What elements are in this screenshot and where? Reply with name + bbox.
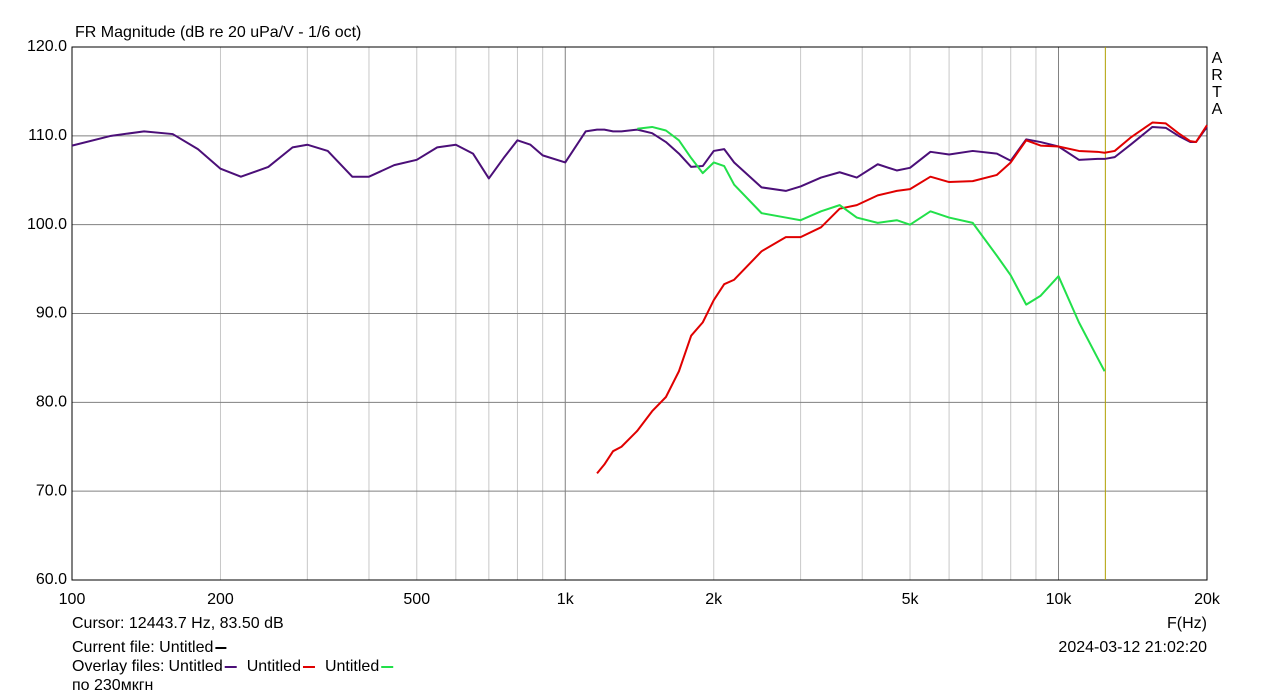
cursor-readout: Cursor: 12443.7 Hz, 83.50 dB <box>72 615 284 632</box>
x-tick-label: 200 <box>207 591 234 608</box>
x-tick-label: 1k <box>557 591 575 608</box>
overlay-label: Overlay files: <box>72 658 164 675</box>
brand: ARTA <box>1209 50 1226 118</box>
x-tick-label: 100 <box>59 591 86 608</box>
timestamp: 2024-03-12 21:02:20 <box>1058 639 1207 656</box>
legend-label: Untitled <box>168 658 222 675</box>
chart-title: FR Magnitude (dB re 20 uPa/V - 1/6 oct) <box>75 24 361 41</box>
x-tick-label: 10k <box>1046 591 1073 608</box>
legend-label: Untitled <box>247 658 301 675</box>
y-tick-label: 60.0 <box>36 571 67 588</box>
series-line <box>71 125 1208 192</box>
y-tick-label: 90.0 <box>36 305 67 322</box>
y-tick-label: 80.0 <box>36 394 67 411</box>
plot-frame <box>71 46 1208 581</box>
x-tick-label: 2k <box>705 591 723 608</box>
series-line <box>637 125 1106 372</box>
current-file-label: Current file: Untitled <box>72 639 213 656</box>
x-tick-label: 500 <box>403 591 430 608</box>
y-tick-label: 120.0 <box>27 38 67 55</box>
legend-label: Untitled <box>325 658 379 675</box>
note: по 230мкгн <box>72 677 153 694</box>
x-axis-label: F(Hz) <box>1167 615 1207 632</box>
y-tick-label: 70.0 <box>36 482 67 499</box>
series-line <box>596 121 1208 475</box>
y-tick-label: 110.0 <box>28 127 67 144</box>
y-tick-label: 100.0 <box>27 216 67 233</box>
x-tick-label: 5k <box>902 591 920 608</box>
x-tick-label: 20k <box>1194 591 1221 608</box>
